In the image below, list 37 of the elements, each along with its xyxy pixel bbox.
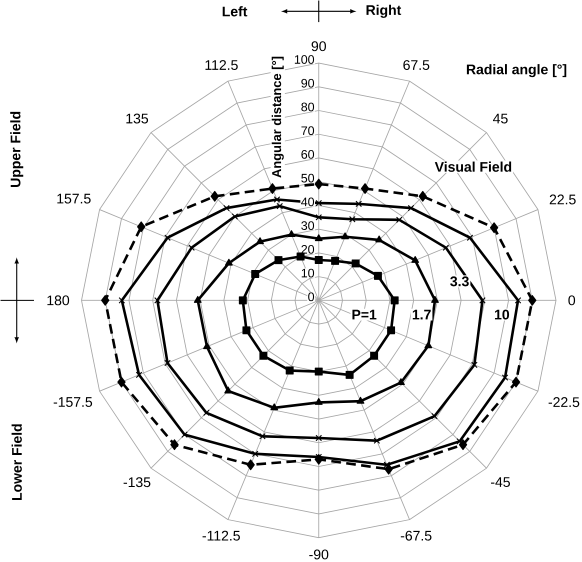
spoke-label: -45 <box>490 477 510 488</box>
y-tick-label: 90 <box>301 79 314 88</box>
y-tick-label: 30 <box>301 221 314 230</box>
text: Left <box>222 6 248 17</box>
spoke-label: -67.5 <box>400 530 432 541</box>
y-tick-label: 50 <box>301 174 314 183</box>
text: Upper Field <box>10 112 24 188</box>
spoke-label: 135 <box>126 114 148 124</box>
spoke-label: 0 <box>568 296 576 306</box>
spoke-label: 45 <box>493 114 508 124</box>
y-tick-label: 80 <box>301 102 314 112</box>
y-tick-label: 0 <box>308 292 314 302</box>
spoke-label: -90 <box>309 550 328 560</box>
spoke-label: 67.5 <box>403 60 430 70</box>
spoke-label: 90 <box>312 41 326 52</box>
y-tick-label: 100 <box>294 55 314 64</box>
text: Radial angle [°] <box>466 64 566 78</box>
series-label: 1.7 <box>412 310 431 320</box>
series-label: P=1 <box>352 310 376 320</box>
series-label: 10 <box>494 310 510 320</box>
spoke-label: -135 <box>124 477 150 488</box>
spoke-label: 112.5 <box>205 60 238 70</box>
spoke-label: -22.5 <box>548 397 580 408</box>
spoke-label: -112.5 <box>202 530 240 541</box>
text: Lower Field <box>12 424 22 500</box>
spoke-label: 22.5 <box>550 194 576 205</box>
y-tick-label: 60 <box>301 150 314 159</box>
text: Right <box>366 4 402 18</box>
spoke-label: -157.5 <box>54 397 92 408</box>
series-label: 3.3 <box>450 276 469 287</box>
y-tick-label: 40 <box>301 198 314 206</box>
y-tick-label: 10 <box>302 268 314 278</box>
spoke-label: 180 <box>47 296 70 306</box>
series-label: Visual Field <box>434 162 512 172</box>
text: Angular distance [°] <box>272 56 284 178</box>
y-tick-label: 70 <box>301 126 314 136</box>
spoke-label: 157.5 <box>57 194 91 204</box>
